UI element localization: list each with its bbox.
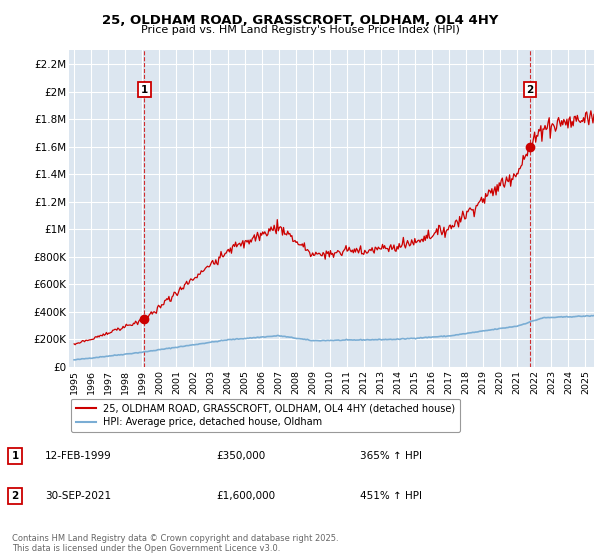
Text: 451% ↑ HPI: 451% ↑ HPI [360, 491, 422, 501]
Text: £350,000: £350,000 [216, 451, 265, 461]
Text: 1: 1 [141, 85, 148, 95]
Text: 2: 2 [11, 491, 19, 501]
Legend: 25, OLDHAM ROAD, GRASSCROFT, OLDHAM, OL4 4HY (detached house), HPI: Average pric: 25, OLDHAM ROAD, GRASSCROFT, OLDHAM, OL4… [71, 399, 460, 432]
Text: 25, OLDHAM ROAD, GRASSCROFT, OLDHAM, OL4 4HY: 25, OLDHAM ROAD, GRASSCROFT, OLDHAM, OL4… [102, 14, 498, 27]
Text: £1,600,000: £1,600,000 [216, 491, 275, 501]
Text: Price paid vs. HM Land Registry's House Price Index (HPI): Price paid vs. HM Land Registry's House … [140, 25, 460, 35]
Text: 1: 1 [11, 451, 19, 461]
Text: Contains HM Land Registry data © Crown copyright and database right 2025.
This d: Contains HM Land Registry data © Crown c… [12, 534, 338, 553]
Text: 365% ↑ HPI: 365% ↑ HPI [360, 451, 422, 461]
Text: 12-FEB-1999: 12-FEB-1999 [45, 451, 112, 461]
Text: 2: 2 [526, 85, 534, 95]
Text: 30-SEP-2021: 30-SEP-2021 [45, 491, 111, 501]
